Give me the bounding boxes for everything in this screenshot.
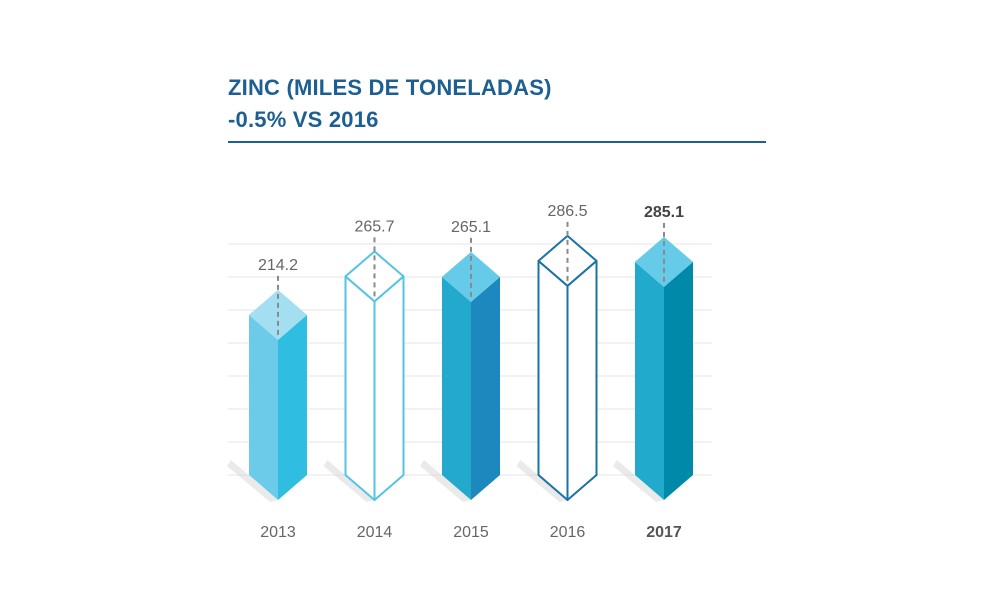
title-underline: [228, 141, 766, 143]
bar-side-face: [566, 259, 598, 501]
bar-front-face: [344, 275, 376, 501]
bar-shadow: [613, 460, 664, 502]
bar-front-face: [537, 259, 569, 501]
bar-shadow: [516, 460, 568, 502]
bar-front-face: [635, 261, 664, 500]
data-label: 265.7: [354, 218, 394, 235]
x-tick-label: 2014: [357, 524, 393, 541]
x-tick-label: 2017: [646, 524, 682, 541]
bar-shadow: [323, 460, 375, 502]
bar-front-face: [249, 314, 278, 500]
data-label: 265.1: [451, 219, 491, 236]
chart-subtitle: -0.5% VS 2016: [228, 107, 379, 132]
bar-shadow: [420, 460, 471, 502]
x-tick-label: 2016: [550, 524, 586, 541]
bar-side-face: [278, 314, 307, 500]
x-tick-label: 2013: [260, 524, 296, 541]
data-label: 214.2: [258, 257, 298, 274]
chart-header: ZINC (MILES DE TONELADAS) -0.5% VS 2016: [228, 72, 766, 143]
bar-front-face: [442, 276, 471, 500]
bar-shadow: [227, 460, 278, 502]
bar-side-face: [373, 275, 405, 501]
bar-side-face: [664, 261, 693, 500]
data-label: 285.1: [644, 204, 684, 221]
chart-title: ZINC (MILES DE TONELADAS): [228, 75, 552, 100]
x-tick-label: 2015: [453, 524, 489, 541]
data-label: 286.5: [547, 203, 587, 220]
bar-side-face: [471, 276, 500, 500]
